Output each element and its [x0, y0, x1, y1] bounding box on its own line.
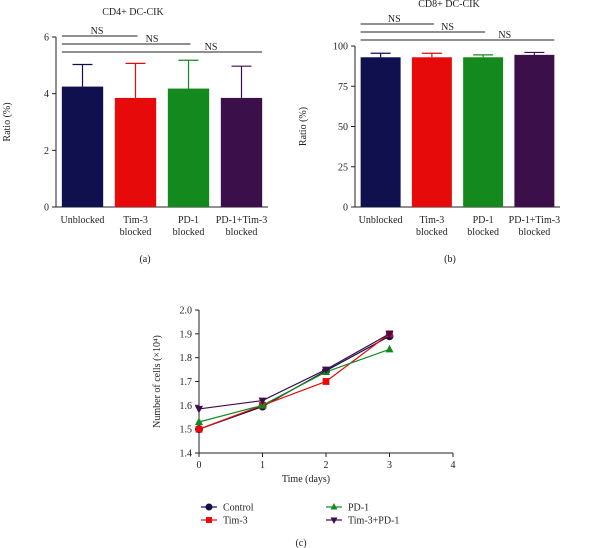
y-tick-label-a: 4: [44, 89, 49, 100]
series-line-tim-3-pd-1: [199, 334, 390, 409]
x-tick-label-b: Unblocked: [359, 215, 403, 226]
x-tick-label-b: blocked: [519, 227, 551, 238]
y-tick-label-c: 1.8: [180, 353, 193, 364]
legend-label-control: Control: [223, 503, 254, 514]
y-tick-label-c: 2.0: [180, 306, 193, 317]
bar-a-1: [62, 87, 103, 207]
bar-b-4: [514, 55, 554, 207]
bar-a-2: [115, 98, 156, 207]
x-tick-label-b: PD-1+Tim-3: [509, 215, 560, 226]
x-tick-label-a: PD-1: [178, 215, 199, 226]
panel-label-a: (a): [139, 254, 150, 265]
significance-label-a: NS: [91, 26, 104, 37]
legend-label-tim-3-pd-1: Tim-3+PD-1: [348, 516, 399, 527]
y-tick-label-b: 25: [338, 162, 348, 173]
legend-marker-tim-3-pd-1: [331, 518, 338, 525]
y-axis-label-b: Ratio (%): [298, 107, 309, 146]
bar-b-1: [361, 57, 401, 207]
y-tick-label-a: 6: [44, 33, 49, 44]
data-point-tim-3: [196, 426, 203, 433]
significance-label-b: NS: [441, 22, 454, 33]
x-tick-label-c: 2: [324, 460, 329, 471]
x-tick-label-c: 4: [451, 460, 456, 471]
significance-label-b: NS: [388, 14, 401, 25]
x-tick-label-a: blocked: [173, 227, 205, 238]
bar-a-4: [221, 98, 262, 207]
legend-marker-tim-3: [206, 517, 212, 523]
y-axis-label-a: Ratio (%): [2, 102, 13, 141]
x-tick-label-a: blocked: [120, 227, 152, 238]
significance-label-b: NS: [498, 30, 511, 41]
y-tick-label-c: 1.4: [180, 449, 193, 460]
y-tick-label-c: 1.5: [180, 425, 193, 436]
data-point-pd-1: [386, 345, 394, 353]
x-tick-label-c: 1: [260, 460, 265, 471]
y-tick-label-c: 1.6: [180, 401, 193, 412]
x-tick-label-c: 0: [197, 460, 202, 471]
legend-label-pd-1: PD-1: [348, 503, 369, 514]
x-tick-label-c: 3: [387, 460, 392, 471]
y-tick-label-a: 2: [44, 146, 49, 157]
x-tick-label-a: Unblocked: [61, 215, 105, 226]
bar-b-2: [412, 57, 452, 207]
significance-label-a: NS: [205, 42, 218, 53]
x-axis-label-c: Time (days): [282, 474, 330, 485]
figure: 0246Ratio (%)Unblocked Tim-3blockedPD-1bl…: [0, 0, 603, 548]
y-tick-label-c: 1.9: [180, 329, 193, 340]
x-tick-label-a: PD-1+Tim-3: [216, 215, 267, 226]
y-tick-label-b: 100: [333, 42, 348, 53]
significance-label-a: NS: [146, 34, 159, 45]
panel-label-c: (c): [295, 538, 306, 548]
legend-label-tim-3: Tim-3: [223, 516, 248, 527]
bar-a-3: [168, 89, 209, 207]
data-point-tim-3: [323, 378, 330, 385]
bar-b-3: [463, 57, 503, 207]
legend-marker-control: [206, 504, 213, 511]
y-tick-label-b: 50: [338, 122, 348, 133]
data-point-tim-3-pd-1: [195, 406, 203, 414]
y-tick-label-a: 0: [44, 203, 49, 214]
chart-title-b: CD8+ DC-CIK: [418, 0, 480, 10]
y-tick-label-b: 75: [338, 82, 348, 93]
y-tick-label-b: 0: [343, 203, 348, 214]
chart-title-a: CD4+ DC-CIK: [102, 7, 164, 18]
x-tick-label-a: Tim-3: [123, 215, 148, 226]
y-axis-label-c: Number of cells (×10⁴): [152, 335, 163, 428]
y-tick-label-c: 1.7: [180, 377, 193, 388]
x-tick-label-b: blocked: [467, 227, 499, 238]
x-tick-label-b: Tim-3: [420, 215, 445, 226]
panel-label-b: (b): [444, 254, 456, 265]
x-tick-label-b: PD-1: [473, 215, 494, 226]
legend-marker-pd-1: [331, 503, 338, 510]
x-tick-label-a: blocked: [226, 227, 258, 238]
x-tick-label-b: blocked: [416, 227, 448, 238]
